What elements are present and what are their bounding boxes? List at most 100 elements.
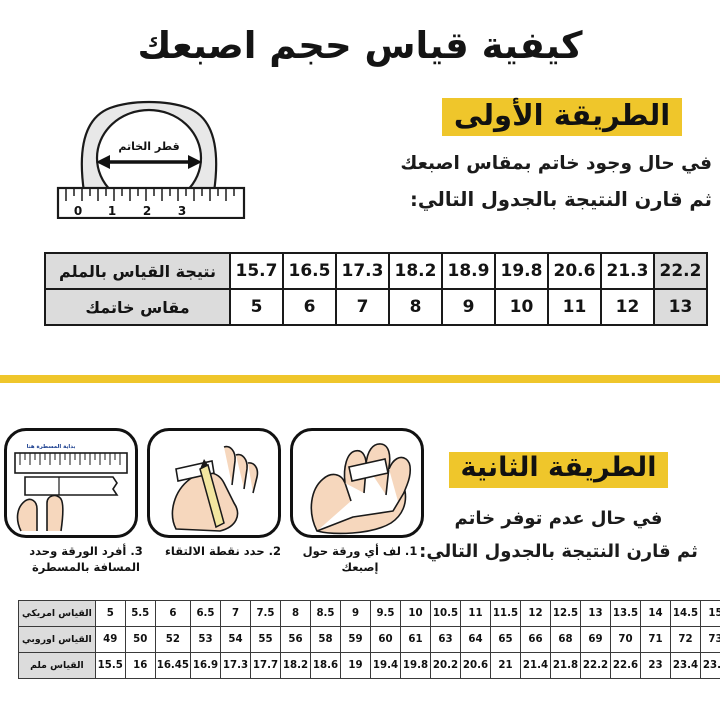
table-cell: 50 <box>124 626 156 653</box>
table-cell: 9.5 <box>369 600 401 627</box>
table-cell: 13.5 <box>609 600 641 627</box>
table-cell: 55 <box>249 626 281 653</box>
table-cell: 68 <box>549 626 581 653</box>
ring-size-conversion-table: 15.5 1514.51413.51312.51211.51110.5109.59… <box>18 600 720 679</box>
table-cell: 61 <box>399 626 431 653</box>
table-cell: 14 <box>639 600 671 627</box>
table-cell: 5 <box>94 600 126 627</box>
method-two-block: الطريقة الثانية في حال عدم توفر خاتم ثم … <box>411 452 706 562</box>
method-two-badge: الطريقة الثانية <box>448 452 669 489</box>
step-panels-row: بداية المسطرة هنا <box>4 428 424 538</box>
table-cell: 21.4 <box>519 652 551 679</box>
table-cell: 12 <box>600 288 655 326</box>
table-row: 22.2 21.3 20.6 19.8 18.9 18.2 17.3 16.5 … <box>44 252 708 290</box>
step-caption-2: 2. حدد نقطة الالتقاء <box>165 544 281 558</box>
table-cell: 73 <box>699 626 720 653</box>
table-cell: 19.4 <box>369 652 401 679</box>
ring-size-table-mm: 22.2 21.3 20.6 19.8 18.9 18.2 17.3 16.5 … <box>44 252 708 326</box>
ruler-tick-1: 1 <box>108 204 116 218</box>
table-cell: 8 <box>279 600 311 627</box>
table-cell: 22.2 <box>579 652 611 679</box>
table-cell: 9 <box>339 600 371 627</box>
table-cell: 13 <box>579 600 611 627</box>
ring-diameter-label: قطر الخاتم <box>118 140 179 153</box>
table-cell: 6 <box>154 600 191 627</box>
method-one-line-2: ثم قارن النتيجة بالجدول التالي: <box>410 188 712 212</box>
table-cell: 8 <box>388 288 443 326</box>
table-row: 24.223.823.42322.622.221.821.42120.620.2… <box>18 652 720 679</box>
table-cell: 6.5 <box>189 600 221 627</box>
table-cell: 16.5 <box>282 252 337 290</box>
measure-steps: بداية المسطرة هنا <box>4 428 424 578</box>
table-cell: 18.2 <box>388 252 443 290</box>
table-row: 15.51514.51413.51312.51211.51110.5109.59… <box>18 600 720 627</box>
ruler-start-hint-label: بداية المسطرة هنا <box>27 444 76 450</box>
method-two-line-2: ثم قارن النتيجة بالجدول التالي: <box>419 541 698 563</box>
table-cell: 7 <box>335 288 390 326</box>
table-cell: 21 <box>489 652 521 679</box>
table-cell: 70 <box>609 626 641 653</box>
table-cell: 53 <box>189 626 221 653</box>
table-cell: 72 <box>669 626 701 653</box>
step-caption-3: 3. أفرد الورقة وحدد المسافة بالمسطرة <box>29 544 143 574</box>
table-cell: 16 <box>124 652 156 679</box>
hand-paper-wrap-icon <box>310 443 412 535</box>
ring-diameter-illustration: قطر الخاتم 0 1 2 3 <box>44 84 259 220</box>
table-cell: 11.5 <box>489 600 521 627</box>
step-panel-1 <box>290 428 424 538</box>
table-cell: 18.9 <box>441 252 496 290</box>
table-cell: 15.5 <box>94 652 126 679</box>
table-cell: 17.3 <box>335 252 390 290</box>
page-title: كيفية قياس حجم اصبعك <box>137 24 583 67</box>
table-cell: 21.3 <box>600 252 655 290</box>
table-row-label: القياس امريكي <box>18 600 96 627</box>
step-caption-1: 1. لف أي ورقة حول إصبعك <box>302 544 418 574</box>
table-cell: 10.5 <box>429 600 461 627</box>
table-cell: 7.5 <box>249 600 281 627</box>
table-cell: 19.8 <box>399 652 431 679</box>
table-cell: 5.5 <box>124 600 156 627</box>
table-row-label: القياس اوروبي <box>18 626 96 653</box>
table-cell: 16.9 <box>189 652 221 679</box>
method-one-badge: الطريقة الأولى <box>441 98 683 137</box>
table-cell: 7 <box>219 600 251 627</box>
step-captions-row: 1. لف أي ورقة حول إصبعك 2. حدد نقطة الال… <box>22 544 424 575</box>
table-row: 7473727170696866656463616059585655545352… <box>18 626 720 653</box>
table-cell: 14.5 <box>669 600 701 627</box>
table-cell: 66 <box>519 626 551 653</box>
table-cell: 19 <box>339 652 371 679</box>
method-two-line-1: في حال عدم توفر خاتم <box>454 508 663 530</box>
table-cell: 54 <box>219 626 251 653</box>
table-cell: 6 <box>282 288 337 326</box>
step-panel-2 <box>147 428 281 538</box>
table-cell: 17.3 <box>219 652 251 679</box>
table-cell: 23.4 <box>669 652 701 679</box>
table-cell: 22.6 <box>609 652 641 679</box>
table-cell: 5 <box>229 288 284 326</box>
table-cell: 65 <box>489 626 521 653</box>
table-cell: 21.8 <box>549 652 581 679</box>
table-cell: 11 <box>547 288 602 326</box>
table-row-label: مقاس خاتمك <box>44 288 231 326</box>
table-cell: 18.6 <box>309 652 341 679</box>
table-cell: 9 <box>441 288 496 326</box>
table-cell: 58 <box>309 626 341 653</box>
table-cell: 18.2 <box>279 652 311 679</box>
ruler-measure-strip-icon: بداية المسطرة هنا <box>14 444 128 532</box>
table-cell: 20.6 <box>459 652 491 679</box>
table-cell: 52 <box>154 626 191 653</box>
method-one-block: الطريقة الأولى في حال وجود خاتم بمقاس اص… <box>400 98 712 212</box>
table-cell: 23 <box>639 652 671 679</box>
table-cell: 20.2 <box>429 652 461 679</box>
section-divider <box>0 375 720 383</box>
table-cell: 71 <box>639 626 671 653</box>
table-cell: 59 <box>339 626 371 653</box>
table-cell: 22.2 <box>653 252 708 290</box>
table-row: 13 12 11 10 9 8 7 6 5 مقاس خاتمك <box>44 288 708 326</box>
table-cell: 60 <box>369 626 401 653</box>
table-cell: 11 <box>459 600 491 627</box>
ruler-tick-3: 3 <box>178 204 186 218</box>
table-cell: 63 <box>429 626 461 653</box>
table-cell: 17.7 <box>249 652 281 679</box>
